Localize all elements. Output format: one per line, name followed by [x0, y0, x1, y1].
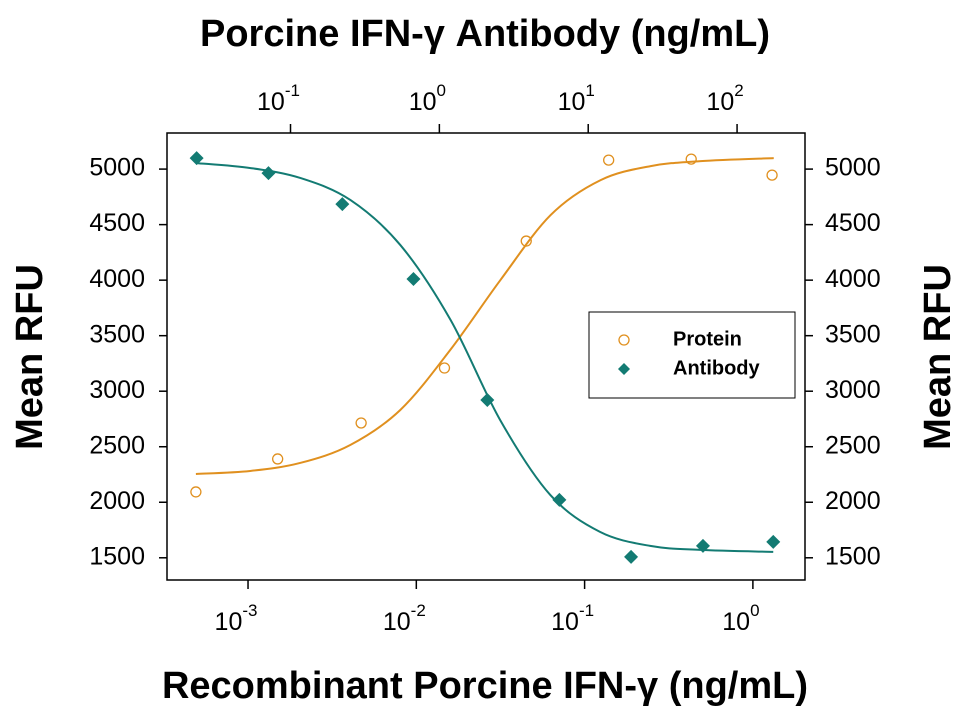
x-tick-exponent: -3 — [242, 601, 257, 620]
x2-tick-label: 10-1 — [257, 81, 300, 115]
x-tick-label: 100 — [722, 601, 759, 635]
plot-frame — [166, 132, 806, 581]
x-tick-base: 10 — [383, 608, 411, 636]
y2-tick-label: 3500 — [825, 320, 881, 348]
legend-box — [588, 311, 796, 399]
data-point — [480, 392, 495, 407]
data-point — [552, 492, 567, 507]
data-point — [766, 534, 781, 549]
y-tick-label: 3500 — [89, 320, 145, 348]
y-tick-label: 4500 — [89, 209, 145, 237]
x2-tick-label: 101 — [558, 81, 595, 115]
legend-marker — [618, 334, 630, 346]
x-axis-title: Recombinant Porcine IFN-γ (ng/mL) — [162, 665, 808, 707]
y-axis-title: Mean RFU — [9, 264, 51, 450]
y-tick-label: 1500 — [89, 542, 145, 570]
y2-tick-label: 1500 — [825, 542, 881, 570]
y-tick-label: 5000 — [89, 154, 145, 182]
fit-curve — [196, 162, 774, 553]
data-point — [190, 486, 202, 498]
y2-tick-label: 4500 — [825, 209, 881, 237]
x2-tick-exponent: 2 — [734, 81, 743, 100]
x-tick-label: 10-2 — [383, 601, 426, 635]
data-point — [766, 169, 778, 181]
x-tick-exponent: -1 — [579, 601, 594, 620]
top-axis-title: Porcine IFN-γ Antibody (ng/mL) — [200, 13, 770, 55]
x2-tick-base: 10 — [706, 88, 734, 116]
x2-tick-base: 10 — [558, 88, 586, 116]
y2-tick-label: 2500 — [825, 431, 881, 459]
data-point — [335, 197, 350, 212]
data-point — [406, 272, 421, 287]
x2-tick-exponent: 0 — [437, 81, 446, 100]
x-tick-base: 10 — [551, 608, 579, 636]
x-tick-exponent: 0 — [750, 601, 759, 620]
data-point — [624, 549, 639, 564]
x2-tick-label: 102 — [706, 81, 743, 115]
y-tick-label: 2000 — [89, 487, 145, 515]
y2-tick-label: 4000 — [825, 265, 881, 293]
x2-tick-base: 10 — [257, 88, 285, 116]
data-point — [695, 538, 710, 553]
x2-tick-base: 10 — [409, 88, 437, 116]
y2-tick-label: 5000 — [825, 154, 881, 182]
x-tick-exponent: -2 — [411, 601, 426, 620]
legend-label: Antibody — [673, 357, 761, 379]
legend-marker — [618, 363, 630, 375]
data-point — [603, 154, 615, 166]
data-point — [272, 453, 284, 465]
x-tick-label: 10-3 — [215, 601, 258, 635]
x2-tick-exponent: 1 — [585, 81, 594, 100]
x-tick-label: 10-1 — [551, 601, 594, 635]
data-point — [520, 235, 532, 247]
data-point — [189, 151, 204, 166]
data-point — [261, 166, 276, 181]
y-tick-label: 3000 — [89, 376, 145, 404]
y-tick-label: 4000 — [89, 265, 145, 293]
fit-curve — [195, 157, 774, 475]
x-tick-base: 10 — [215, 608, 243, 636]
legend-label: Protein — [673, 328, 742, 350]
data-point — [438, 362, 451, 374]
y2-tick-label: 2000 — [825, 487, 881, 515]
y2-axis-title: Mean RFU — [917, 264, 959, 450]
y2-tick-label: 3000 — [825, 376, 881, 404]
x2-tick-exponent: -1 — [285, 81, 300, 100]
x-tick-base: 10 — [722, 608, 750, 636]
data-point — [355, 417, 367, 429]
data-point — [685, 153, 697, 165]
y-tick-label: 2500 — [89, 431, 145, 459]
x2-tick-label: 100 — [409, 81, 446, 115]
